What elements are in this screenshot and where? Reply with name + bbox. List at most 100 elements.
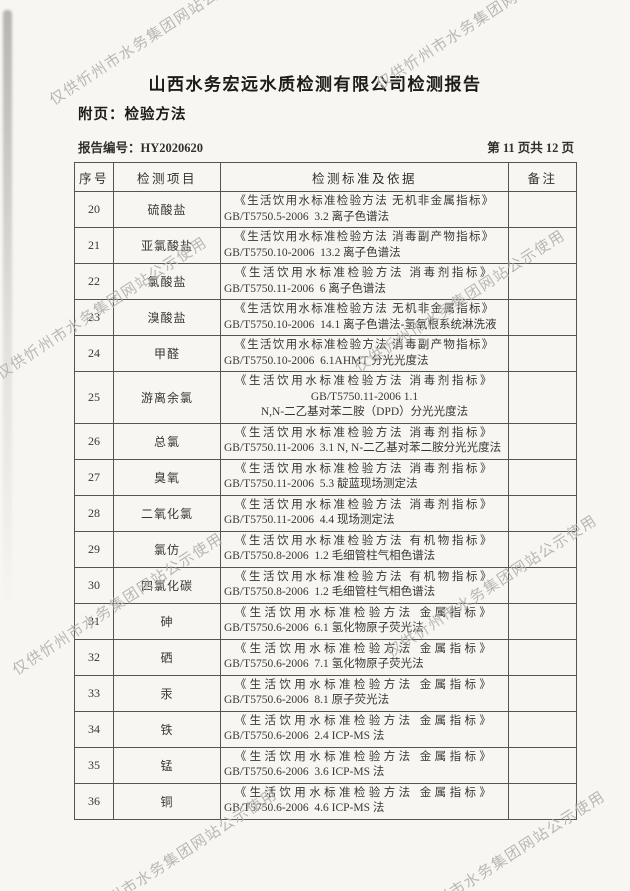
row-item-cell: 游离余氯	[113, 371, 221, 424]
standard-method-line: GB/T5750.6-2006 3.6 ICP-MS 法	[224, 766, 385, 778]
row-note-cell	[508, 746, 577, 784]
row-standard-cell: 《生活饮用水标准检验方法 消毒剂指标》 GB/T5750.11-2006 4.4 …	[220, 494, 509, 532]
standard-method-line: GB/T5750.6-2006 2.4 ICP-MS 法	[224, 730, 385, 742]
row-serial-cell: 22	[74, 263, 114, 300]
table-row: 26 总氯 《生活饮用水标准检验方法 消毒剂指标》 GB/T5750.11-2006 …	[74, 422, 577, 460]
standard-method-line: GB/T5750.11-2006 3.1 N, N-二乙基对苯二胺分光光度法	[224, 442, 502, 454]
row-standard-cell: 《生活饮用水标准检验方法 消毒副产物指标》 GB/T5750.10-2006 6.…	[220, 335, 509, 372]
table-header-row: 序号 检测项目 检测标准及依据 备注	[74, 162, 577, 192]
row-standard-cell: 《生活饮用水标准检验方法 消毒剂指标》 GB/T5750.11-2006 3.1 …	[220, 422, 509, 460]
report-number: 报告编号：HY2020620	[78, 137, 203, 156]
table-row: 32 硒《生活饮用水标准检验方法 金属指标》 GB/T5750.6-2006 7.1…	[74, 638, 577, 676]
row-note-cell	[508, 494, 577, 532]
row-note-cell	[508, 227, 577, 264]
row-standard-cell: 《生活饮用水标准检验方法 消毒副产物指标》 GB/T5750.10-2006 13…	[220, 227, 509, 264]
standard-title-line: 《生活饮用水标准检验方法 消毒剂指标》	[234, 426, 495, 439]
row-serial-cell: 21	[74, 227, 114, 264]
table-row: 29 氯仿 《生活饮用水标准检验方法 有机物指标》 GB/T5750.8-2006 1…	[74, 530, 577, 568]
table-row: 30 四氯化碳 《生活饮用水标准检验方法 有机物指标》 GB/T5750.8-2006…	[74, 566, 577, 604]
standard-title-line: 《生活饮用水标准检验方法 金属指标》	[234, 714, 495, 727]
row-standard-cell: 《生活饮用水标准检验方法 金属指标》 GB/T5750.6-2006 4.6 IC…	[220, 782, 509, 820]
row-serial-cell: 29	[74, 530, 114, 568]
table-row: 33 汞《生活饮用水标准检验方法 金属指标》 GB/T5750.6-2006 8.1…	[74, 674, 577, 712]
row-note-cell	[508, 782, 577, 820]
row-standard-cell: 《生活饮用水标准检验方法 有机物指标》 GB/T5750.8-2006 1.2 毛…	[220, 566, 509, 604]
standard-method-line: GB/T5750.11-2006 4.4 现场测定法	[224, 514, 395, 526]
table-row: 20 硫酸盐 《生活饮用水标准检验方法 无机非金属指标》 GB/T5750.5-200…	[74, 191, 577, 228]
row-standard-cell: 《生活饮用水标准检验方法 无机非金属指标》 GB/T5750.10-2006 14…	[220, 299, 509, 336]
row-item-cell: 硒	[113, 638, 221, 676]
standard-title-line: 《生活饮用水标准检验方法 金属指标》	[234, 750, 495, 763]
row-note-cell	[508, 335, 577, 372]
standard-title-line: 《生活饮用水标准检验方法 消毒副产物指标》	[234, 231, 495, 243]
table-header: 序号 检测项目 检测标准及依据 备注	[74, 162, 577, 192]
table-row: 35 锰《生活饮用水标准检验方法 金属指标》 GB/T5750.6-2006 3.6…	[74, 746, 577, 784]
row-item-cell: 锰	[113, 746, 221, 784]
row-item-cell: 二氧化氯	[113, 494, 221, 532]
row-serial-cell: 26	[74, 422, 114, 460]
row-note-cell	[508, 371, 577, 424]
table-body: 20 硫酸盐 《生活饮用水标准检验方法 无机非金属指标》 GB/T5750.5-200…	[74, 191, 577, 820]
row-item-cell: 汞	[113, 674, 221, 712]
row-serial-cell: 27	[74, 458, 114, 496]
standard-method-line: GB/T5750.6-2006 6.1 氢化物原子荧光法	[224, 622, 424, 634]
attachment-subtitle: 附页：检验方法	[78, 107, 187, 123]
table-row: 22 氯酸盐 《生活饮用水标准检验方法 消毒剂指标》 GB/T5750.11-2006…	[74, 263, 577, 300]
row-item-cell: 砷	[113, 602, 221, 640]
report-meta-row: 报告编号：HY2020620 第 11 页共 12 页	[78, 137, 574, 156]
row-serial-cell: 28	[74, 494, 114, 532]
row-standard-cell: 《生活饮用水标准检验方法 金属指标》 GB/T5750.6-2006 6.1 氢化…	[220, 602, 509, 640]
row-note-cell	[508, 191, 577, 228]
standard-title-line: 《生活饮用水标准检验方法 金属指标》	[234, 606, 495, 619]
row-note-cell	[508, 422, 577, 460]
methods-table: 序号 检测项目 检测标准及依据 备注 20 硫酸盐《生活饮用水标准检验方法 无机非…	[74, 162, 577, 820]
table-row: 36 铜《生活饮用水标准检验方法 金属指标》 GB/T5750.6-2006 4.6…	[74, 782, 577, 820]
standard-title-line: 《生活饮用水标准检验方法 消毒剂指标》	[234, 267, 495, 279]
table-row: 25 游离余氯 《生活饮用水标准检验方法 消毒剂指标》 GB/T5750.11-200…	[74, 371, 577, 424]
row-serial-cell: 34	[74, 710, 114, 748]
row-note-cell	[508, 602, 577, 640]
row-standard-cell: 《生活饮用水标准检验方法 消毒剂指标》 GB/T5750.11-2006 6 离子…	[220, 263, 509, 300]
row-note-cell	[508, 299, 577, 336]
row-serial-cell: 20	[74, 191, 114, 228]
row-serial-cell: 32	[74, 638, 114, 676]
standard-title-line: 《生活饮用水标准检验方法 有机物指标》	[234, 534, 495, 547]
report-number-label: 报告编号：	[78, 141, 141, 155]
column-header-item: 检测项目	[113, 162, 221, 192]
standard-title-line: 《生活饮用水标准检验方法 金属指标》	[234, 786, 495, 799]
page-indicator: 第 11 页共 12 页	[487, 141, 574, 155]
table-row: 23 溴酸盐 《生活饮用水标准检验方法 无机非金属指标》 GB/T5750.10-20…	[74, 299, 577, 336]
table-row: 27 臭氧 《生活饮用水标准检验方法 消毒剂指标》 GB/T5750.11-2006 …	[74, 458, 577, 496]
table-row: 21 亚氯酸盐 《生活饮用水标准检验方法 消毒副产物指标》 GB/T5750.10-2…	[74, 227, 577, 264]
row-item-cell: 甲醛	[113, 335, 221, 372]
standard-title-line: 《生活饮用水标准检验方法 消毒副产物指标》	[234, 339, 495, 351]
row-item-cell: 铁	[113, 710, 221, 748]
standard-method-line: GB/T5750.5-2006 3.2 离子色谱法	[224, 210, 390, 223]
report-title: 山西水务宏远水质检测有限公司检测报告	[148, 75, 482, 94]
row-item-cell: 硫酸盐	[113, 191, 221, 228]
standard-method-line: GB/T5750.11-2006 5.3 靛蓝现场测定法	[224, 478, 418, 490]
standard-method-line: GB/T5750.6-2006 4.6 ICP-MS 法	[224, 802, 385, 814]
standard-method-line: GB/T5750.11-2006 1.1 N,N-二乙基对苯二胺（DPD）分光光…	[260, 390, 469, 419]
standard-title-line: 《生活饮用水标准检验方法 无机非金属指标》	[234, 195, 495, 207]
table-row: 34 铁《生活饮用水标准检验方法 金属指标》 GB/T5750.6-2006 2.4…	[74, 710, 577, 748]
row-standard-cell: 《生活饮用水标准检验方法 金属指标》 GB/T5750.6-2006 2.4 IC…	[220, 710, 509, 748]
row-item-cell: 四氯化碳	[113, 566, 221, 604]
row-item-cell: 臭氧	[113, 458, 221, 496]
standard-title-line: 《生活饮用水标准检验方法 消毒剂指标》	[234, 462, 495, 475]
standard-method-line: GB/T5750.6-2006 8.1 原子荧光法	[224, 694, 390, 706]
row-item-cell: 铜	[113, 782, 221, 820]
row-serial-cell: 35	[74, 746, 114, 784]
table-row: 31 砷《生活饮用水标准检验方法 金属指标》 GB/T5750.6-2006 6.1…	[74, 602, 577, 640]
row-serial-cell: 23	[74, 299, 114, 336]
column-header-serial: 序号	[74, 162, 114, 192]
scan-edge-shadow	[3, 10, 12, 610]
row-serial-cell: 33	[74, 674, 114, 712]
standard-method-line: GB/T5750.6-2006 7.1 氢化物原子荧光法	[224, 658, 424, 670]
row-standard-cell: 《生活饮用水标准检验方法 金属指标》 GB/T5750.6-2006 7.1 氢化…	[220, 638, 509, 676]
standard-title-line: 《生活饮用水标准检验方法 无机非金属指标》	[234, 303, 495, 315]
row-standard-cell: 《生活饮用水标准检验方法 消毒剂指标》 GB/T5750.11-2006 1.1 …	[220, 371, 509, 424]
row-standard-cell: 《生活饮用水标准检验方法 金属指标》 GB/T5750.6-2006 8.1 原子…	[220, 674, 509, 712]
standard-method-line: GB/T5750.10-2006 13.2 离子色谱法	[224, 246, 401, 259]
row-note-cell	[508, 530, 577, 568]
